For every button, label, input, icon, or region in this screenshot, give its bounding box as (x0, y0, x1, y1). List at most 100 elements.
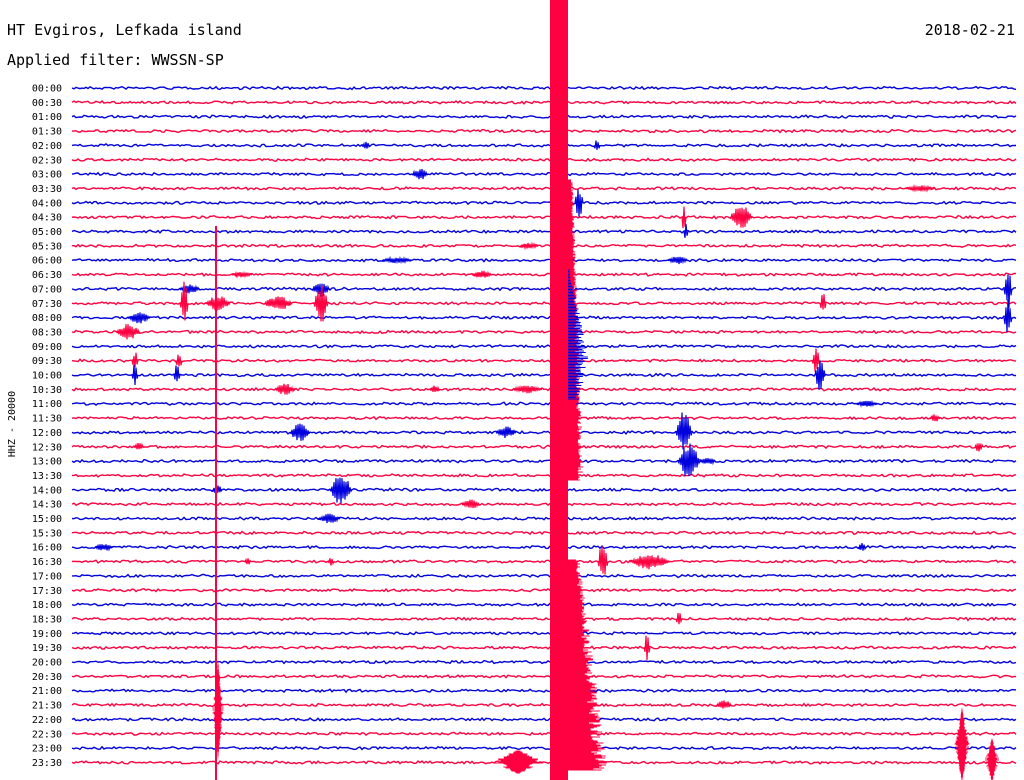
trace-line (71, 745, 1017, 751)
trace-line (71, 229, 1017, 234)
trace-line (71, 143, 1016, 148)
event-burst (244, 558, 252, 565)
event-burst (173, 365, 181, 382)
trace-line (71, 702, 1017, 708)
trace-line (71, 200, 1017, 206)
event-burst (715, 700, 733, 709)
event-burst (115, 324, 141, 340)
time-label: 14:00 (32, 485, 62, 496)
event-burst (263, 296, 293, 309)
time-label: 18:00 (32, 600, 62, 611)
trace-line (71, 114, 1017, 119)
trace-line (71, 659, 1017, 665)
filter-label: Applied filter: WWSSN-SP (7, 51, 224, 69)
trace-line (71, 544, 1017, 550)
time-label: 09:00 (32, 342, 62, 353)
main-shock-band (550, 0, 568, 780)
time-label: 18:30 (32, 614, 62, 625)
time-label: 09:30 (32, 356, 62, 367)
time-label: 11:00 (32, 399, 62, 410)
event-burst (495, 426, 517, 438)
trace-line (71, 674, 1017, 679)
time-label: 19:30 (32, 643, 62, 654)
trace-line (71, 430, 1017, 436)
time-label: 22:30 (32, 729, 62, 740)
seismic-traces (71, 85, 1017, 765)
trace-line (71, 386, 1017, 392)
time-label: 07:00 (32, 284, 62, 295)
trace-line (71, 157, 1017, 163)
trace-line (71, 100, 1017, 105)
time-label: 16:30 (32, 557, 62, 568)
event-burst (327, 558, 335, 566)
event-burst (205, 296, 231, 311)
spike-line (215, 226, 217, 780)
event-burst (683, 224, 689, 238)
late-event (985, 738, 999, 780)
time-label: 23:00 (32, 744, 62, 755)
event-burst (519, 241, 539, 251)
trace-line (71, 344, 1017, 349)
trace-line (71, 631, 1017, 636)
late-event (493, 750, 543, 774)
time-label: 06:30 (32, 270, 62, 281)
time-label: 10:30 (32, 385, 62, 396)
event-burst (597, 546, 609, 575)
time-label: 21:00 (32, 686, 62, 697)
coda-envelope (568, 559, 607, 771)
time-label: 15:30 (32, 528, 62, 539)
trace-line (71, 760, 1017, 765)
trace-line (71, 458, 1017, 464)
time-label: 16:00 (32, 543, 62, 554)
event-burst (1003, 274, 1013, 308)
event-burst (133, 442, 145, 450)
trace-line (71, 501, 1017, 507)
time-label: 20:30 (32, 672, 62, 683)
event-burst (329, 477, 353, 504)
trace-line (71, 645, 1017, 650)
trace-line (71, 415, 1017, 421)
date-label: 2018-02-21 (924, 21, 1015, 39)
aftershock-coda (568, 269, 588, 400)
event-burst (974, 442, 984, 452)
trace-line (71, 171, 1017, 177)
time-labels: 00:00 00:30 01:00 01:30 02:00 02:30 03:00 03:30… (32, 84, 62, 769)
time-label: 00:00 (32, 84, 62, 95)
trace-line (71, 688, 1017, 694)
time-label: 10:00 (32, 371, 62, 382)
time-label: 05:00 (32, 227, 62, 238)
event-burst (1003, 299, 1013, 333)
event-burst (311, 283, 331, 297)
time-label: 15:00 (32, 514, 62, 525)
time-label: 21:30 (32, 701, 62, 712)
time-label: 01:00 (32, 112, 62, 123)
time-label: 12:00 (32, 428, 62, 439)
event-burst (643, 635, 651, 661)
trace-line (71, 300, 1017, 306)
time-label: 02:30 (32, 155, 62, 166)
trace-line (71, 315, 1017, 320)
late-event (212, 660, 224, 760)
event-burst (313, 285, 329, 322)
trace-line (71, 530, 1017, 536)
event-burst (429, 385, 441, 393)
event-burst (729, 207, 753, 228)
event-burst (131, 352, 139, 368)
time-label: 13:30 (32, 471, 62, 482)
event-burst (681, 206, 687, 229)
event-burst (361, 141, 371, 149)
event-burst (593, 140, 601, 150)
trace-line (71, 214, 1017, 220)
trace-line (71, 602, 1017, 607)
event-burst (574, 189, 584, 217)
time-label: 13:00 (32, 457, 62, 468)
event-burst (819, 294, 827, 310)
trace-line (71, 186, 1017, 191)
event-burst (814, 360, 826, 390)
trace-line (71, 329, 1017, 335)
event-burst (471, 270, 493, 278)
time-label: 12:30 (32, 442, 62, 453)
trace-line (71, 616, 1017, 622)
trace-line (71, 272, 1016, 277)
